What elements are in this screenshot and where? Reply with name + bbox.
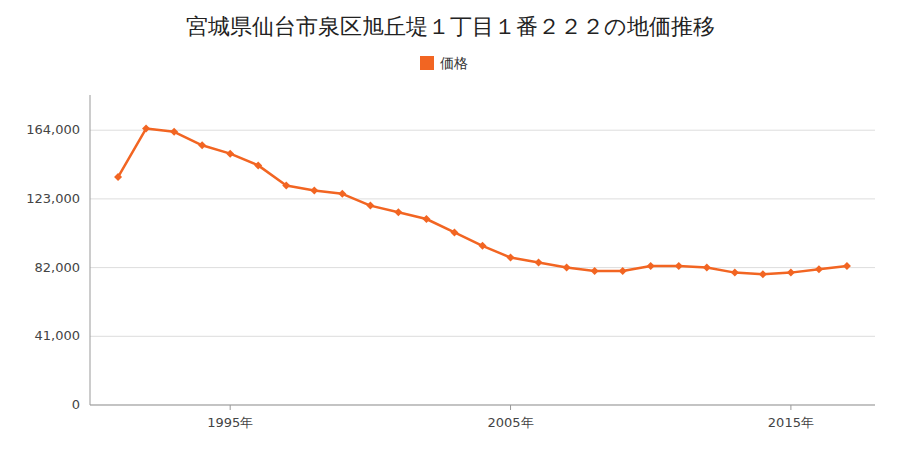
data-point (675, 262, 683, 270)
y-axis-line (90, 95, 91, 405)
data-point (114, 173, 122, 181)
data-point (226, 150, 234, 158)
data-point (422, 215, 430, 223)
chart-container: 宮城県仙台市泉区旭丘堤１丁目１番２２２の地価推移 0 41,000 82,000 123… (0, 0, 900, 450)
legend-swatch (420, 56, 434, 70)
grid-line (90, 198, 875, 199)
data-point (787, 269, 795, 277)
data-point (338, 190, 346, 198)
data-point (591, 267, 599, 275)
data-point (282, 181, 290, 189)
legend-label: 価格 (440, 55, 468, 71)
data-point (843, 262, 851, 270)
x-tick (230, 405, 231, 410)
data-point (563, 264, 571, 272)
data-point (479, 242, 487, 250)
data-point (142, 125, 150, 133)
y-tick-label: 164,000 (26, 122, 80, 137)
y-tick-label: 82,000 (35, 260, 81, 275)
y-tick-label: 123,000 (26, 191, 80, 206)
series-line (118, 129, 847, 275)
x-tick-label: 1995年 (207, 415, 253, 430)
data-point (198, 141, 206, 149)
x-tick-label: 2005年 (487, 415, 533, 430)
data-point (366, 202, 374, 210)
data-point (731, 269, 739, 277)
grid-line (90, 336, 875, 337)
y-tick-label: 41,000 (35, 328, 81, 343)
data-point (647, 262, 655, 270)
data-point (310, 187, 318, 195)
data-point (759, 270, 767, 278)
data-point (535, 259, 543, 267)
grid-line (90, 267, 875, 268)
y-tick-label: 0 (72, 397, 80, 412)
x-axis-line (90, 405, 875, 406)
legend: 価格 (420, 55, 468, 71)
x-tick-label: 2015年 (768, 415, 814, 430)
data-point (507, 254, 515, 262)
data-point (619, 267, 627, 275)
grid-line (90, 405, 875, 406)
plot-area (114, 125, 851, 279)
title: 宮城県仙台市泉区旭丘堤１丁目１番２２２の地価推移 (186, 14, 715, 39)
x-tick (510, 405, 511, 410)
data-point (450, 228, 458, 236)
chart-svg: 宮城県仙台市泉区旭丘堤１丁目１番２２２の地価推移 0 41,000 82,000 123… (0, 0, 900, 450)
data-point (170, 128, 178, 136)
grid-line (90, 130, 875, 131)
data-point (394, 208, 402, 216)
data-point (703, 264, 711, 272)
x-tick (790, 405, 791, 410)
data-point (815, 265, 823, 273)
data-point (254, 161, 262, 169)
